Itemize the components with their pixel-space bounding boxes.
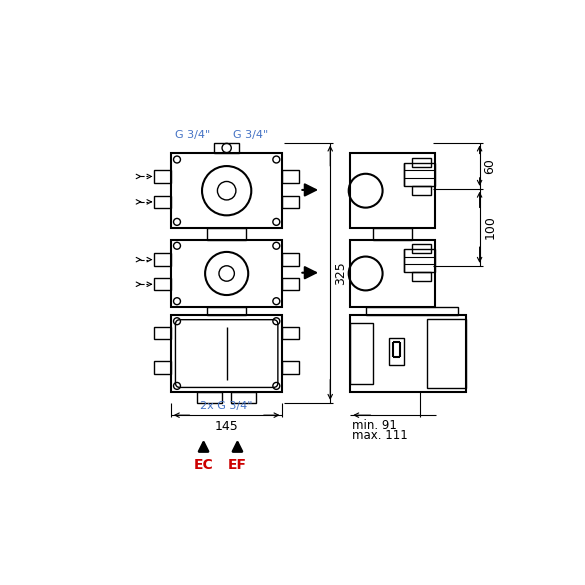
Text: 325: 325 [334,261,347,284]
Bar [154,326,171,339]
Text: 2x G 3/4": 2x G 3/4" [201,401,253,411]
Bar [283,362,300,374]
Bar [389,338,404,365]
Bar [283,196,300,208]
Text: 60: 60 [483,158,497,174]
Bar [283,253,300,266]
Bar [350,153,435,228]
Text: G 3/4": G 3/4" [175,130,210,140]
Bar [427,319,466,388]
Bar [412,158,431,167]
Bar [171,153,283,228]
Text: EC: EC [194,458,214,472]
Bar [208,307,246,315]
Bar [154,253,171,266]
Bar [197,392,222,403]
Bar [214,143,239,153]
Text: min. 91: min. 91 [352,419,397,432]
Bar [350,240,435,307]
Bar [231,392,256,403]
Text: G 3/4": G 3/4" [233,130,268,140]
Bar [171,240,283,307]
Bar [412,272,431,281]
Bar [366,307,458,315]
Bar [154,170,171,183]
Bar [373,228,412,240]
Text: 145: 145 [215,420,239,433]
Bar [350,323,373,384]
Bar [283,278,300,290]
Bar [154,362,171,374]
Bar [208,228,246,240]
Bar [350,315,466,392]
Text: 100: 100 [483,215,497,239]
Bar [404,163,435,185]
Bar [171,315,283,392]
Bar [283,170,300,183]
Bar [412,244,431,253]
Bar [404,249,435,272]
Text: EF: EF [228,458,247,472]
Bar [283,326,300,339]
Bar [154,196,171,208]
Bar [154,278,171,290]
Bar [412,185,431,195]
Text: max. 111: max. 111 [352,429,408,442]
